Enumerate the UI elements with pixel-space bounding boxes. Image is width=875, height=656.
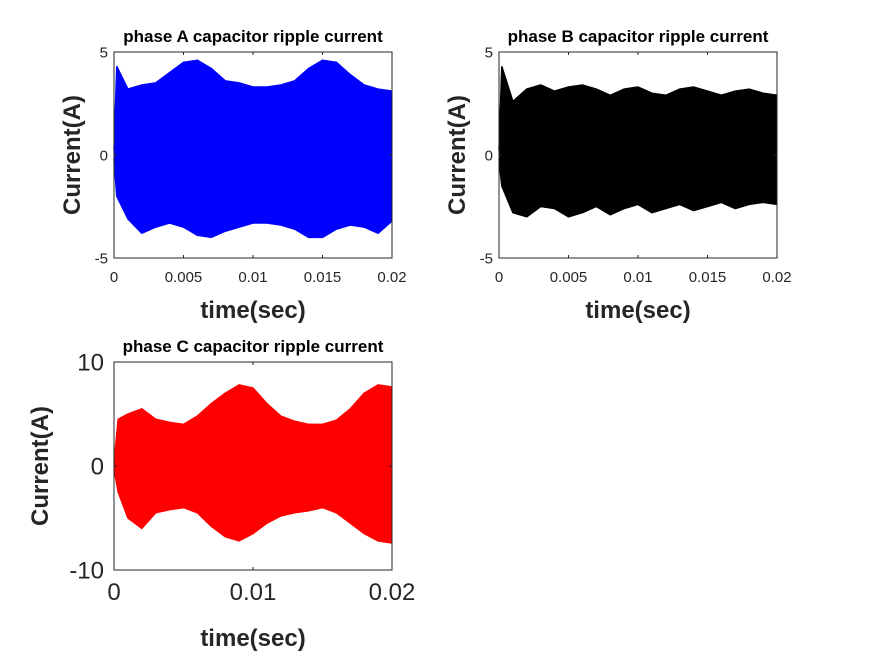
x-tick-label: 0.02 (369, 579, 416, 606)
upper-envelope-line (498, 66, 778, 151)
y-axis-label: Current(A) (27, 406, 54, 526)
y-tick-label: 0 (91, 453, 104, 480)
y-tick-label: 5 (100, 44, 108, 61)
lower-envelope-line (498, 159, 778, 218)
chart-title: phase C capacitor ripple current (123, 337, 384, 356)
x-tick-label: 0.01 (623, 269, 652, 286)
chart-title: phase A capacitor ripple current (123, 27, 383, 46)
y-tick-label: 0 (100, 147, 108, 164)
x-tick-label: 0.005 (550, 269, 588, 286)
lower-envelope-line (113, 159, 393, 239)
x-tick-label: 0.01 (238, 269, 267, 286)
x-tick-label: 0.005 (165, 269, 203, 286)
upper-envelope-line (113, 384, 393, 463)
y-axis-label: Current(A) (59, 95, 86, 215)
x-tick-label: 0 (495, 269, 503, 286)
x-tick-label: 0 (107, 579, 120, 606)
y-tick-label: -5 (480, 250, 493, 267)
y-axis-label: Current(A) (444, 95, 471, 215)
upper-envelope-line (113, 59, 393, 151)
x-tick-label: 0.015 (304, 269, 342, 286)
y-tick-label: 10 (77, 349, 104, 376)
x-axis-label: time(sec) (200, 625, 305, 652)
x-tick-label: 0 (110, 269, 118, 286)
y-tick-label: -10 (69, 557, 104, 584)
y-tick-label: -5 (95, 250, 108, 267)
lower-envelope-line (113, 468, 393, 544)
x-tick-label: 0.015 (689, 269, 727, 286)
x-axis-label: time(sec) (585, 297, 690, 324)
x-tick-label: 0.02 (762, 269, 791, 286)
x-tick-label: 0.01 (230, 579, 277, 606)
x-tick-label: 0.02 (377, 269, 406, 286)
y-tick-label: 0 (485, 147, 493, 164)
y-tick-label: 5 (485, 44, 493, 61)
x-axis-label: time(sec) (200, 297, 305, 324)
chart-title: phase B capacitor ripple current (508, 27, 769, 46)
